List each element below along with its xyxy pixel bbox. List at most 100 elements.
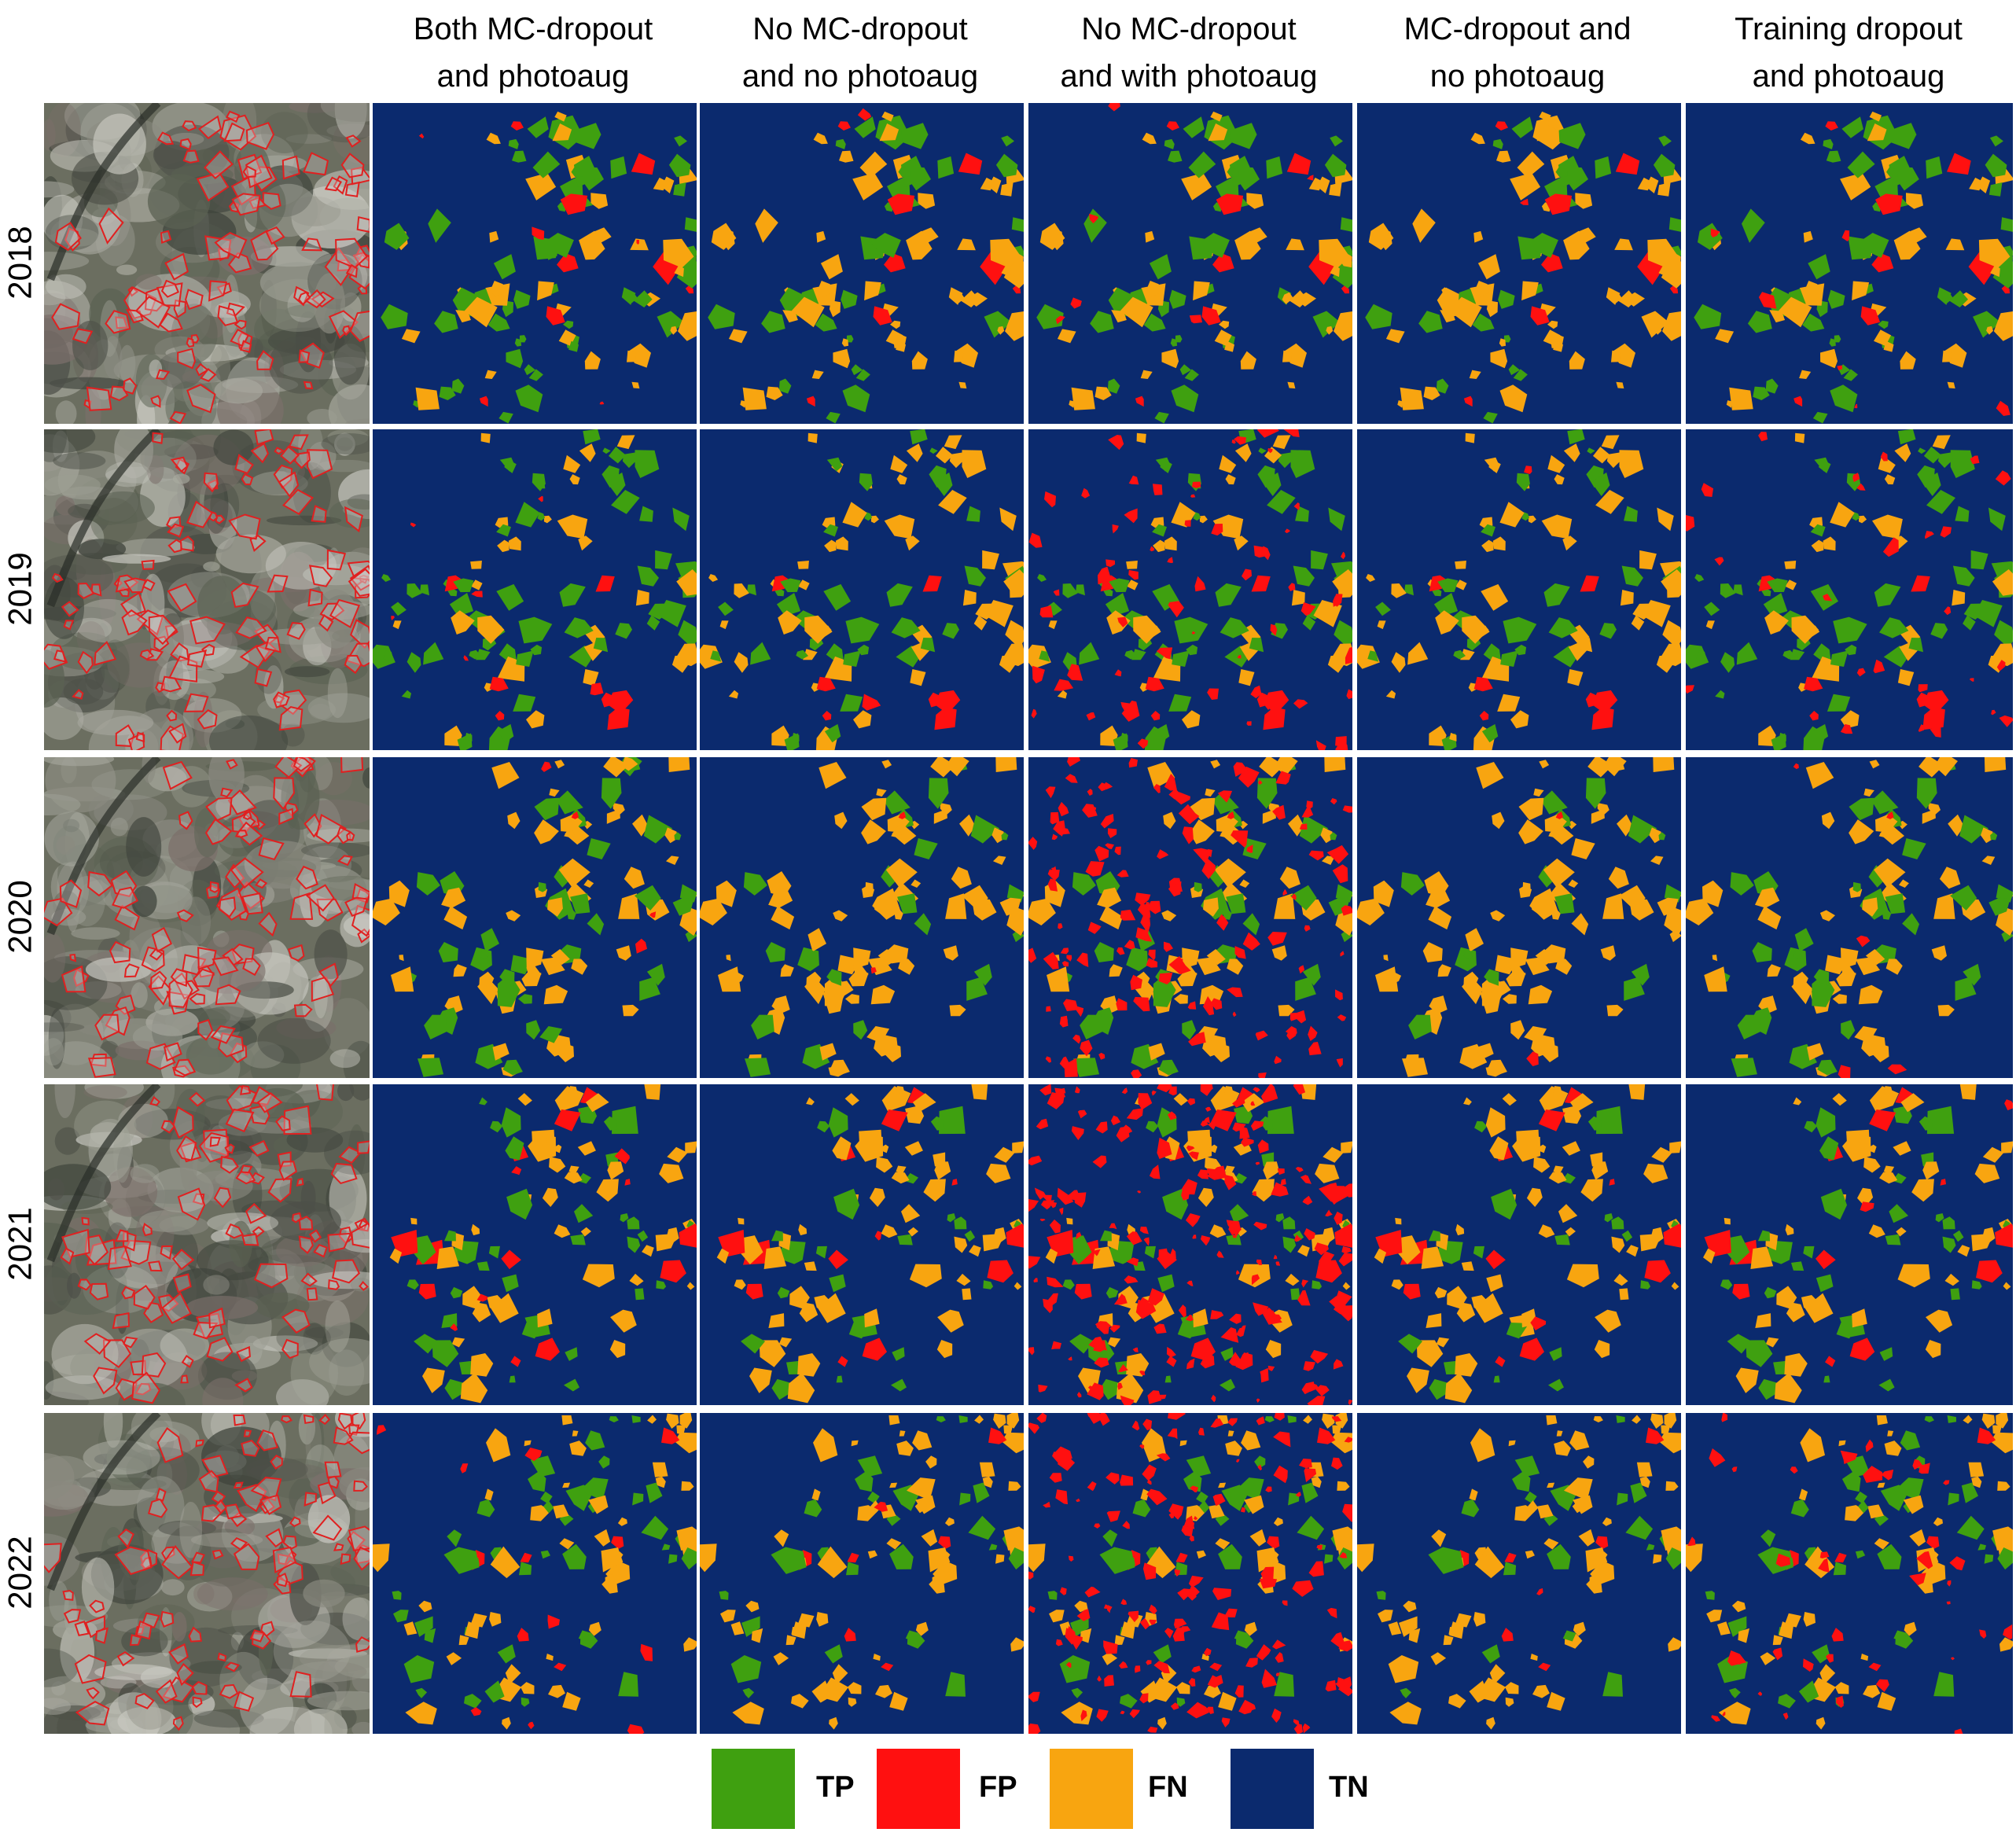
field-polygon	[208, 1307, 226, 1329]
field-polygon	[907, 1477, 936, 1501]
field-polygon	[1070, 297, 1082, 309]
field-polygon	[1277, 757, 1294, 771]
field-polygon	[1801, 132, 1816, 145]
prediction-map-tile	[1357, 429, 1681, 750]
field-polygon	[1227, 811, 1235, 819]
prediction-map-tile	[1357, 1413, 1681, 1734]
field-polygon	[197, 708, 218, 730]
field-polygon	[1963, 963, 1981, 986]
field-polygon	[1333, 596, 1340, 607]
field-polygon	[1186, 1280, 1194, 1286]
field-polygon	[1453, 649, 1466, 660]
field-polygon	[1234, 946, 1246, 959]
field-polygon	[1171, 384, 1199, 413]
field-polygon	[1149, 1619, 1157, 1625]
field-polygon	[1395, 1217, 1402, 1225]
field-polygon	[1315, 1385, 1330, 1396]
field-polygon	[233, 1481, 244, 1489]
field-polygon	[1325, 1209, 1333, 1217]
field-polygon	[1443, 1635, 1454, 1646]
field-polygon	[223, 122, 245, 142]
field-polygon	[1593, 1416, 1603, 1422]
field-polygon	[1289, 885, 1317, 911]
field-polygon	[1562, 1172, 1576, 1184]
field-polygon	[89, 1599, 105, 1613]
field-polygon	[1205, 1106, 1212, 1112]
field-polygon	[424, 1014, 447, 1039]
field-polygon	[1130, 974, 1142, 991]
field-polygon	[639, 977, 660, 1001]
field-polygon	[520, 1552, 532, 1563]
field-polygon	[842, 384, 870, 413]
field-polygon	[222, 947, 244, 966]
field-polygon	[1463, 396, 1473, 407]
field-polygon	[1793, 949, 1804, 960]
field-polygon	[327, 1232, 352, 1253]
field-polygon	[74, 1654, 107, 1684]
field-polygon	[1619, 1288, 1629, 1301]
field-polygon	[1840, 1450, 1858, 1464]
field-polygon	[718, 602, 734, 616]
field-polygon	[75, 1701, 110, 1726]
field-polygon	[1533, 1157, 1551, 1173]
field-polygon	[1398, 1235, 1421, 1264]
field-polygon	[60, 1247, 75, 1265]
field-polygon	[1526, 1051, 1539, 1066]
field-polygon	[1148, 949, 1156, 961]
field-polygon	[186, 649, 208, 668]
field-polygon	[1036, 304, 1064, 329]
field-polygon	[353, 1480, 368, 1492]
field-polygon	[89, 1282, 109, 1301]
field-polygon	[1312, 311, 1341, 338]
field-polygon	[1940, 1179, 1946, 1186]
field-polygon	[1028, 1543, 1046, 1573]
field-polygon	[1189, 315, 1202, 324]
field-polygon	[493, 254, 516, 280]
field-polygon	[1301, 1382, 1315, 1395]
field-polygon	[463, 655, 469, 661]
field-polygon	[123, 1336, 138, 1348]
field-polygon	[1490, 348, 1508, 369]
field-polygon	[1956, 1515, 1985, 1540]
field-polygon	[1657, 507, 1674, 532]
field-polygon	[848, 969, 869, 987]
field-polygon	[565, 1347, 578, 1361]
field-polygon	[1510, 1020, 1525, 1040]
field-polygon	[1114, 846, 1121, 855]
field-polygon	[245, 121, 275, 150]
field-polygon	[569, 474, 580, 485]
field-polygon	[112, 1312, 130, 1330]
field-polygon	[1747, 311, 1772, 333]
field-polygon	[209, 1136, 221, 1147]
field-polygon	[1168, 150, 1183, 163]
field-polygon	[1591, 809, 1605, 824]
field-polygon	[1259, 757, 1285, 778]
field-polygon	[539, 1026, 563, 1043]
field-polygon	[983, 1280, 994, 1290]
field-polygon	[1537, 1504, 1554, 1519]
field-polygon	[590, 193, 609, 209]
field-polygon	[557, 514, 588, 539]
field-polygon	[1812, 411, 1828, 424]
prediction-map-tile	[1686, 103, 2013, 424]
field-polygon	[1178, 804, 1200, 825]
field-polygon	[278, 706, 304, 731]
field-polygon	[267, 1178, 292, 1203]
field-polygon	[1996, 400, 2010, 416]
field-polygon	[1157, 1274, 1175, 1293]
field-polygon	[930, 757, 956, 778]
field-polygon	[563, 320, 574, 329]
field-polygon	[1348, 1399, 1352, 1405]
field-polygon	[1294, 1234, 1302, 1242]
field-polygon	[282, 488, 314, 515]
field-polygon	[627, 350, 637, 362]
field-polygon	[1131, 1069, 1142, 1078]
field-polygon	[484, 370, 497, 379]
field-polygon	[679, 1223, 697, 1248]
field-polygon	[167, 655, 198, 683]
field-polygon	[1594, 1340, 1610, 1359]
field-polygon	[83, 1333, 112, 1355]
field-polygon	[837, 1356, 848, 1367]
field-polygon	[1845, 644, 1857, 656]
field-polygon	[1168, 1111, 1177, 1120]
